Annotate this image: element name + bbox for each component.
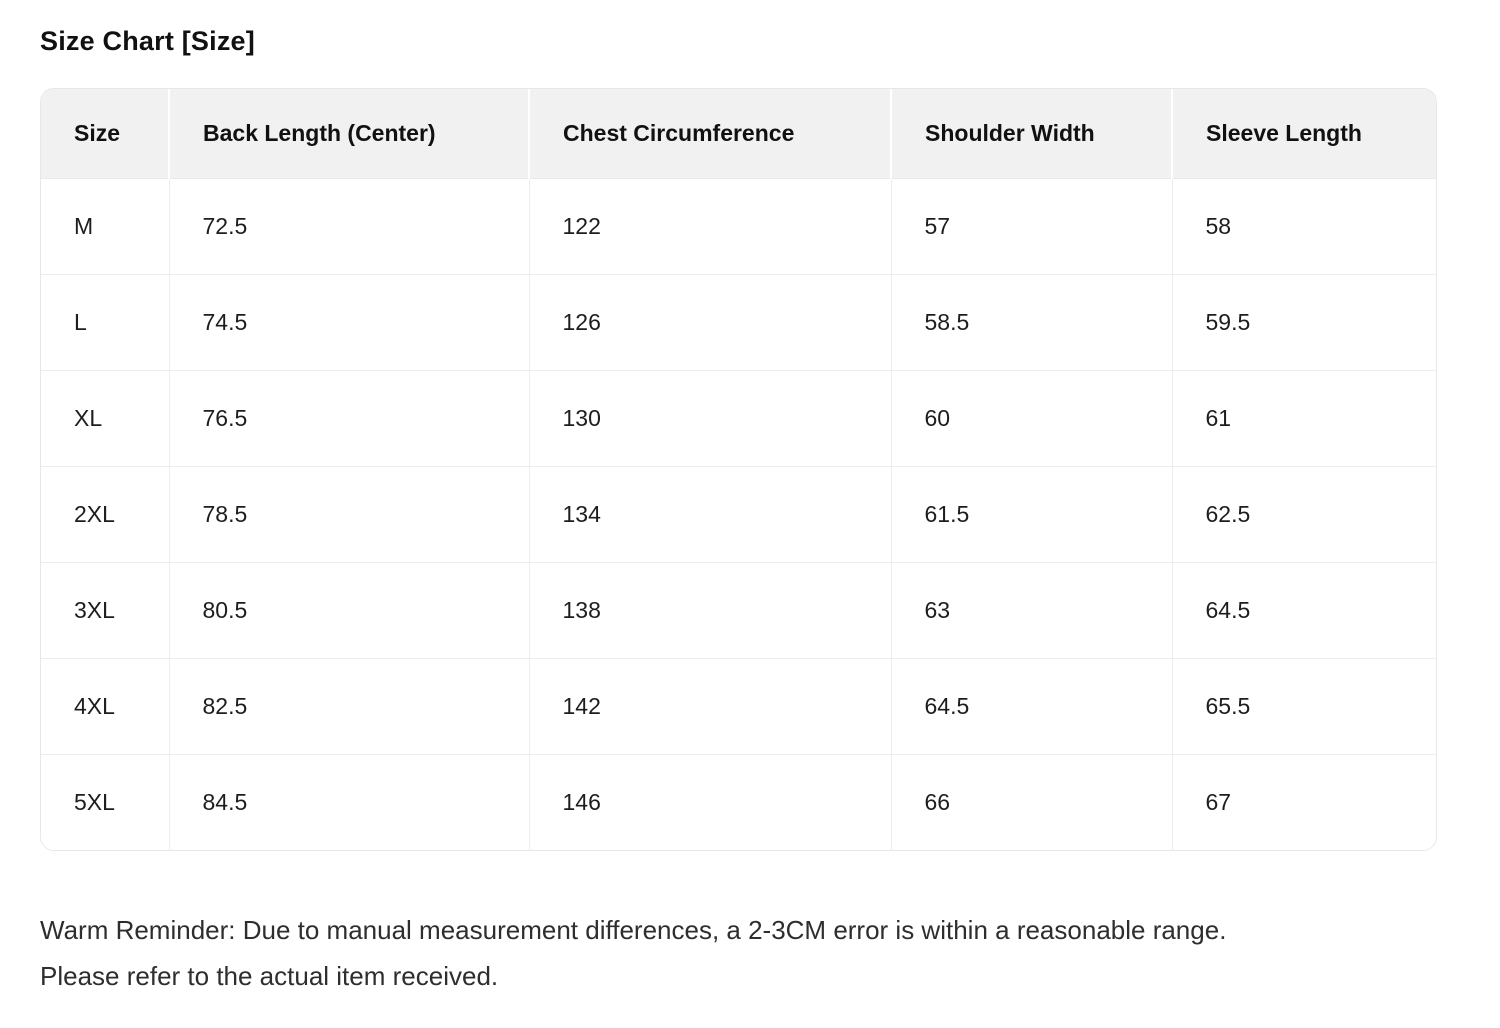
measurement-cell: 67	[1171, 753, 1436, 850]
size-cell: 4XL	[41, 657, 169, 754]
measurement-cell: 76.5	[168, 369, 529, 466]
page-title: Size Chart [Size]	[40, 26, 255, 56]
size-cell: 5XL	[41, 753, 169, 850]
table-row: XL 76.5 130 60 61	[41, 369, 1436, 466]
measurement-cell: 78.5	[168, 465, 529, 562]
table-row: M 72.5 122 57 58	[41, 178, 1436, 274]
measurement-cell: 134	[528, 465, 891, 562]
warm-reminder-line-2: Please refer to the actual item received…	[40, 961, 499, 991]
size-cell: M	[41, 178, 169, 274]
measurement-cell: 59.5	[1171, 273, 1436, 370]
measurement-cell: 126	[528, 273, 891, 370]
table-row: 3XL 80.5 138 63 64.5	[41, 561, 1436, 658]
warm-reminder-line-1: Warm Reminder: Due to manual measurement…	[40, 915, 1227, 945]
warm-reminder-note: Warm Reminder: Due to manual measurement…	[40, 907, 1460, 999]
measurement-cell: 63	[890, 561, 1172, 658]
measurement-cell: 58.5	[890, 273, 1172, 370]
table-row: L 74.5 126 58.5 59.5	[41, 273, 1436, 370]
size-chart-table: Size Back Length (Center) Chest Circumfere…	[40, 88, 1437, 851]
measurement-cell: 80.5	[168, 561, 529, 658]
size-cell: 2XL	[41, 465, 169, 562]
table-row: 4XL 82.5 142 64.5 65.5	[41, 657, 1436, 754]
measurement-cell: 64.5	[890, 657, 1172, 754]
size-cell: XL	[41, 369, 169, 466]
size-cell: 3XL	[41, 561, 169, 658]
measurement-cell: 72.5	[168, 178, 529, 274]
measurement-cell: 65.5	[1171, 657, 1436, 754]
table-row: 5XL 84.5 146 66 67	[41, 753, 1436, 850]
measurement-cell: 138	[528, 561, 891, 658]
measurement-cell: 61.5	[890, 465, 1172, 562]
column-header-back-length-center: Back Length (Center)	[168, 89, 529, 179]
measurement-cell: 57	[890, 178, 1172, 274]
size-cell: L	[41, 273, 169, 370]
measurement-cell: 74.5	[168, 273, 529, 370]
measurement-cell: 84.5	[168, 753, 529, 850]
measurement-cell: 142	[528, 657, 891, 754]
measurement-cell: 82.5	[168, 657, 529, 754]
measurement-cell: 62.5	[1171, 465, 1436, 562]
column-header-shoulder-width: Shoulder Width	[890, 89, 1172, 179]
measurement-cell: 122	[528, 178, 891, 274]
column-header-sleeve-length: Sleeve Length	[1171, 89, 1436, 179]
measurement-cell: 61	[1171, 369, 1436, 466]
column-header-size: Size	[41, 89, 169, 179]
table-header-row: Size Back Length (Center) Chest Circumfere…	[41, 89, 1436, 179]
measurement-cell: 66	[890, 753, 1172, 850]
measurement-cell: 64.5	[1171, 561, 1436, 658]
column-header-chest-circumference: Chest Circumference	[528, 89, 891, 179]
measurement-cell: 130	[528, 369, 891, 466]
table-row: 2XL 78.5 134 61.5 62.5	[41, 465, 1436, 562]
measurement-cell: 146	[528, 753, 891, 850]
size-chart-section: Size Chart [Size] Size Back Length (Cente…	[0, 24, 1500, 999]
measurement-cell: 60	[890, 369, 1172, 466]
measurement-cell: 58	[1171, 178, 1436, 274]
